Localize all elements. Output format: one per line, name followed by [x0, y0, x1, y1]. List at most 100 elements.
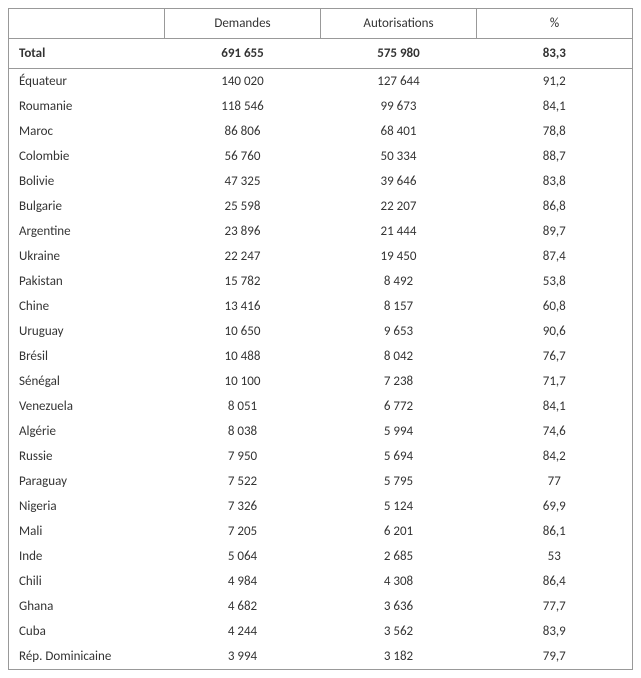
cell-pct: 74,6	[477, 419, 633, 444]
cell-country: Brésil	[9, 344, 165, 369]
cell-autorisations: 4 308	[321, 569, 477, 594]
cell-demandes: 22 247	[165, 244, 321, 269]
cell-demandes: 140 020	[165, 69, 321, 95]
cell-demandes: 118 546	[165, 94, 321, 119]
cell-autorisations: 8 492	[321, 269, 477, 294]
table-row: Bulgarie25 59822 20786,8	[9, 194, 633, 219]
total-row: Total 691 655 575 980 83,3	[9, 39, 633, 69]
cell-demandes: 3 994	[165, 644, 321, 670]
col-header-pct: %	[477, 9, 633, 39]
cell-autorisations: 8 157	[321, 294, 477, 319]
cell-autorisations: 39 646	[321, 169, 477, 194]
cell-country: Bolivie	[9, 169, 165, 194]
cell-demandes: 7 522	[165, 469, 321, 494]
cell-pct: 90,6	[477, 319, 633, 344]
table-row: Venezuela8 0516 77284,1	[9, 394, 633, 419]
cell-country: Ukraine	[9, 244, 165, 269]
table-row: Ukraine22 24719 45087,4	[9, 244, 633, 269]
total-label: Total	[9, 39, 165, 69]
cell-pct: 79,7	[477, 644, 633, 670]
total-autorisations: 575 980	[321, 39, 477, 69]
cell-demandes: 7 950	[165, 444, 321, 469]
table-row: Sénégal10 1007 23871,7	[9, 369, 633, 394]
cell-pct: 86,4	[477, 569, 633, 594]
table-row: Paraguay7 5225 79577	[9, 469, 633, 494]
cell-demandes: 5 064	[165, 544, 321, 569]
table-row: Chine13 4168 15760,8	[9, 294, 633, 319]
cell-country: Cuba	[9, 619, 165, 644]
cell-demandes: 15 782	[165, 269, 321, 294]
cell-autorisations: 9 653	[321, 319, 477, 344]
table-row: Rép. Dominicaine3 9943 18279,7	[9, 644, 633, 670]
cell-autorisations: 99 673	[321, 94, 477, 119]
table-row: Ghana4 6823 63677,7	[9, 594, 633, 619]
cell-autorisations: 2 685	[321, 544, 477, 569]
cell-country: Sénégal	[9, 369, 165, 394]
cell-autorisations: 22 207	[321, 194, 477, 219]
cell-pct: 87,4	[477, 244, 633, 269]
cell-demandes: 4 244	[165, 619, 321, 644]
table-row: Colombie56 76050 33488,7	[9, 144, 633, 169]
table-row: Algérie8 0385 99474,6	[9, 419, 633, 444]
cell-country: Nigeria	[9, 494, 165, 519]
table-row: Bolivie47 32539 64683,8	[9, 169, 633, 194]
cell-country: Uruguay	[9, 319, 165, 344]
cell-pct: 77	[477, 469, 633, 494]
table-body: Total 691 655 575 980 83,3 Équateur140 0…	[9, 39, 633, 670]
cell-pct: 69,9	[477, 494, 633, 519]
cell-autorisations: 6 201	[321, 519, 477, 544]
cell-pct: 53	[477, 544, 633, 569]
cell-country: Pakistan	[9, 269, 165, 294]
cell-country: Algérie	[9, 419, 165, 444]
cell-demandes: 10 488	[165, 344, 321, 369]
table-row: Brésil10 4888 04276,7	[9, 344, 633, 369]
cell-demandes: 25 598	[165, 194, 321, 219]
cell-country: Venezuela	[9, 394, 165, 419]
cell-demandes: 23 896	[165, 219, 321, 244]
cell-demandes: 10 650	[165, 319, 321, 344]
cell-autorisations: 21 444	[321, 219, 477, 244]
table-row: Cuba4 2443 56283,9	[9, 619, 633, 644]
col-header-empty	[9, 9, 165, 39]
cell-country: Colombie	[9, 144, 165, 169]
cell-country: Chine	[9, 294, 165, 319]
cell-demandes: 10 100	[165, 369, 321, 394]
table-row: Uruguay10 6509 65390,6	[9, 319, 633, 344]
cell-demandes: 8 051	[165, 394, 321, 419]
table-row: Chili4 9844 30886,4	[9, 569, 633, 594]
cell-pct: 86,8	[477, 194, 633, 219]
cell-pct: 88,7	[477, 144, 633, 169]
table-row: Russie7 9505 69484,2	[9, 444, 633, 469]
cell-pct: 89,7	[477, 219, 633, 244]
cell-autorisations: 3 182	[321, 644, 477, 670]
table-header: Demandes Autorisations %	[9, 9, 633, 39]
cell-pct: 83,8	[477, 169, 633, 194]
table-row: Nigeria7 3265 12469,9	[9, 494, 633, 519]
table-row: Roumanie118 54699 67384,1	[9, 94, 633, 119]
cell-demandes: 7 205	[165, 519, 321, 544]
cell-autorisations: 3 636	[321, 594, 477, 619]
cell-autorisations: 19 450	[321, 244, 477, 269]
cell-pct: 53,8	[477, 269, 633, 294]
cell-autorisations: 5 795	[321, 469, 477, 494]
cell-country: Inde	[9, 544, 165, 569]
table-row: Argentine23 89621 44489,7	[9, 219, 633, 244]
cell-country: Équateur	[9, 69, 165, 95]
cell-country: Mali	[9, 519, 165, 544]
cell-pct: 84,1	[477, 94, 633, 119]
cell-country: Roumanie	[9, 94, 165, 119]
cell-pct: 60,8	[477, 294, 633, 319]
cell-pct: 86,1	[477, 519, 633, 544]
cell-autorisations: 5 994	[321, 419, 477, 444]
cell-autorisations: 5 694	[321, 444, 477, 469]
data-table: Demandes Autorisations % Total 691 655 5…	[8, 8, 633, 670]
total-demandes: 691 655	[165, 39, 321, 69]
cell-pct: 76,7	[477, 344, 633, 369]
table-row: Mali7 2056 20186,1	[9, 519, 633, 544]
cell-country: Bulgarie	[9, 194, 165, 219]
cell-demandes: 4 984	[165, 569, 321, 594]
cell-autorisations: 7 238	[321, 369, 477, 394]
cell-demandes: 7 326	[165, 494, 321, 519]
table-row: Pakistan15 7828 49253,8	[9, 269, 633, 294]
cell-demandes: 4 682	[165, 594, 321, 619]
